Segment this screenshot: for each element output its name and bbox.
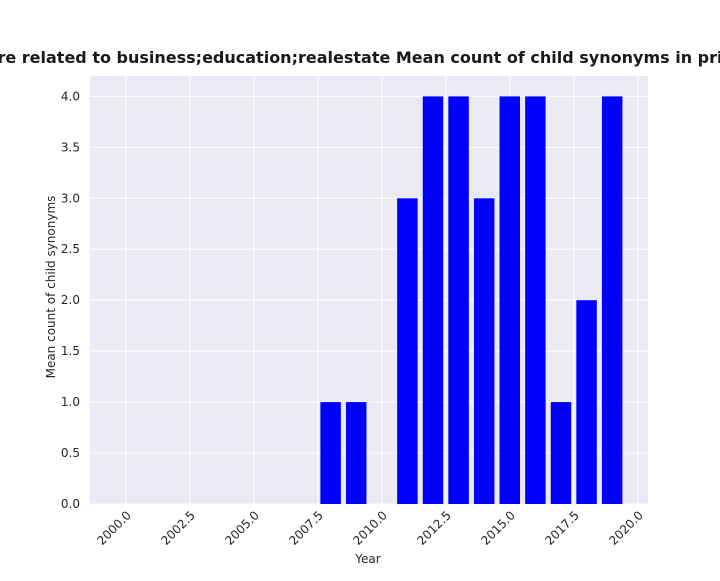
y-axis-ticks: 0.0 0.5 1.0 1.5 2.0 2.5 3.0 3.5 4.0	[61, 89, 80, 511]
bar	[576, 300, 597, 504]
bar	[397, 198, 418, 505]
x-tick-label: 2020.0	[606, 508, 646, 548]
x-axis-ticks: 2000.0 2002.5 2005.0 2007.5 2010.0 2012.5 2015…	[94, 508, 646, 548]
bar	[345, 402, 367, 504]
x-axis-label: Year	[354, 552, 380, 566]
bars	[320, 96, 623, 505]
y-tick-label: 0.0	[61, 497, 80, 511]
y-tick-label: 3.0	[61, 191, 80, 205]
bar	[448, 96, 469, 504]
y-axis-label: Mean count of child synonyms	[44, 196, 58, 379]
x-tick-label: 2015.0	[478, 508, 518, 548]
y-tick-label: 0.5	[61, 446, 80, 460]
y-tick-label: 2.0	[61, 293, 80, 307]
x-tick-label: 2017.5	[542, 508, 582, 548]
bar	[499, 96, 521, 504]
bar	[473, 198, 495, 505]
x-tick-label: 2000.0	[94, 508, 134, 548]
grid-lines	[90, 76, 648, 505]
x-tick-label: 2012.5	[414, 508, 454, 548]
x-tick-label: 2010.0	[350, 508, 390, 548]
bar	[525, 96, 546, 504]
x-tick-label: 2007.5	[286, 508, 326, 548]
y-tick-label: 3.5	[61, 140, 80, 154]
bar	[320, 402, 341, 504]
bar	[601, 96, 623, 504]
y-tick-label: 1.0	[61, 395, 80, 409]
chart-title: ...ories are related to business;educati…	[0, 48, 720, 67]
y-tick-label: 2.5	[61, 242, 80, 256]
bar	[550, 402, 572, 504]
y-tick-label: 1.5	[61, 344, 80, 358]
x-tick-label: 2005.0	[222, 508, 262, 548]
y-tick-label: 4.0	[61, 89, 80, 103]
bar	[422, 96, 444, 504]
x-tick-label: 2002.5	[158, 508, 198, 548]
